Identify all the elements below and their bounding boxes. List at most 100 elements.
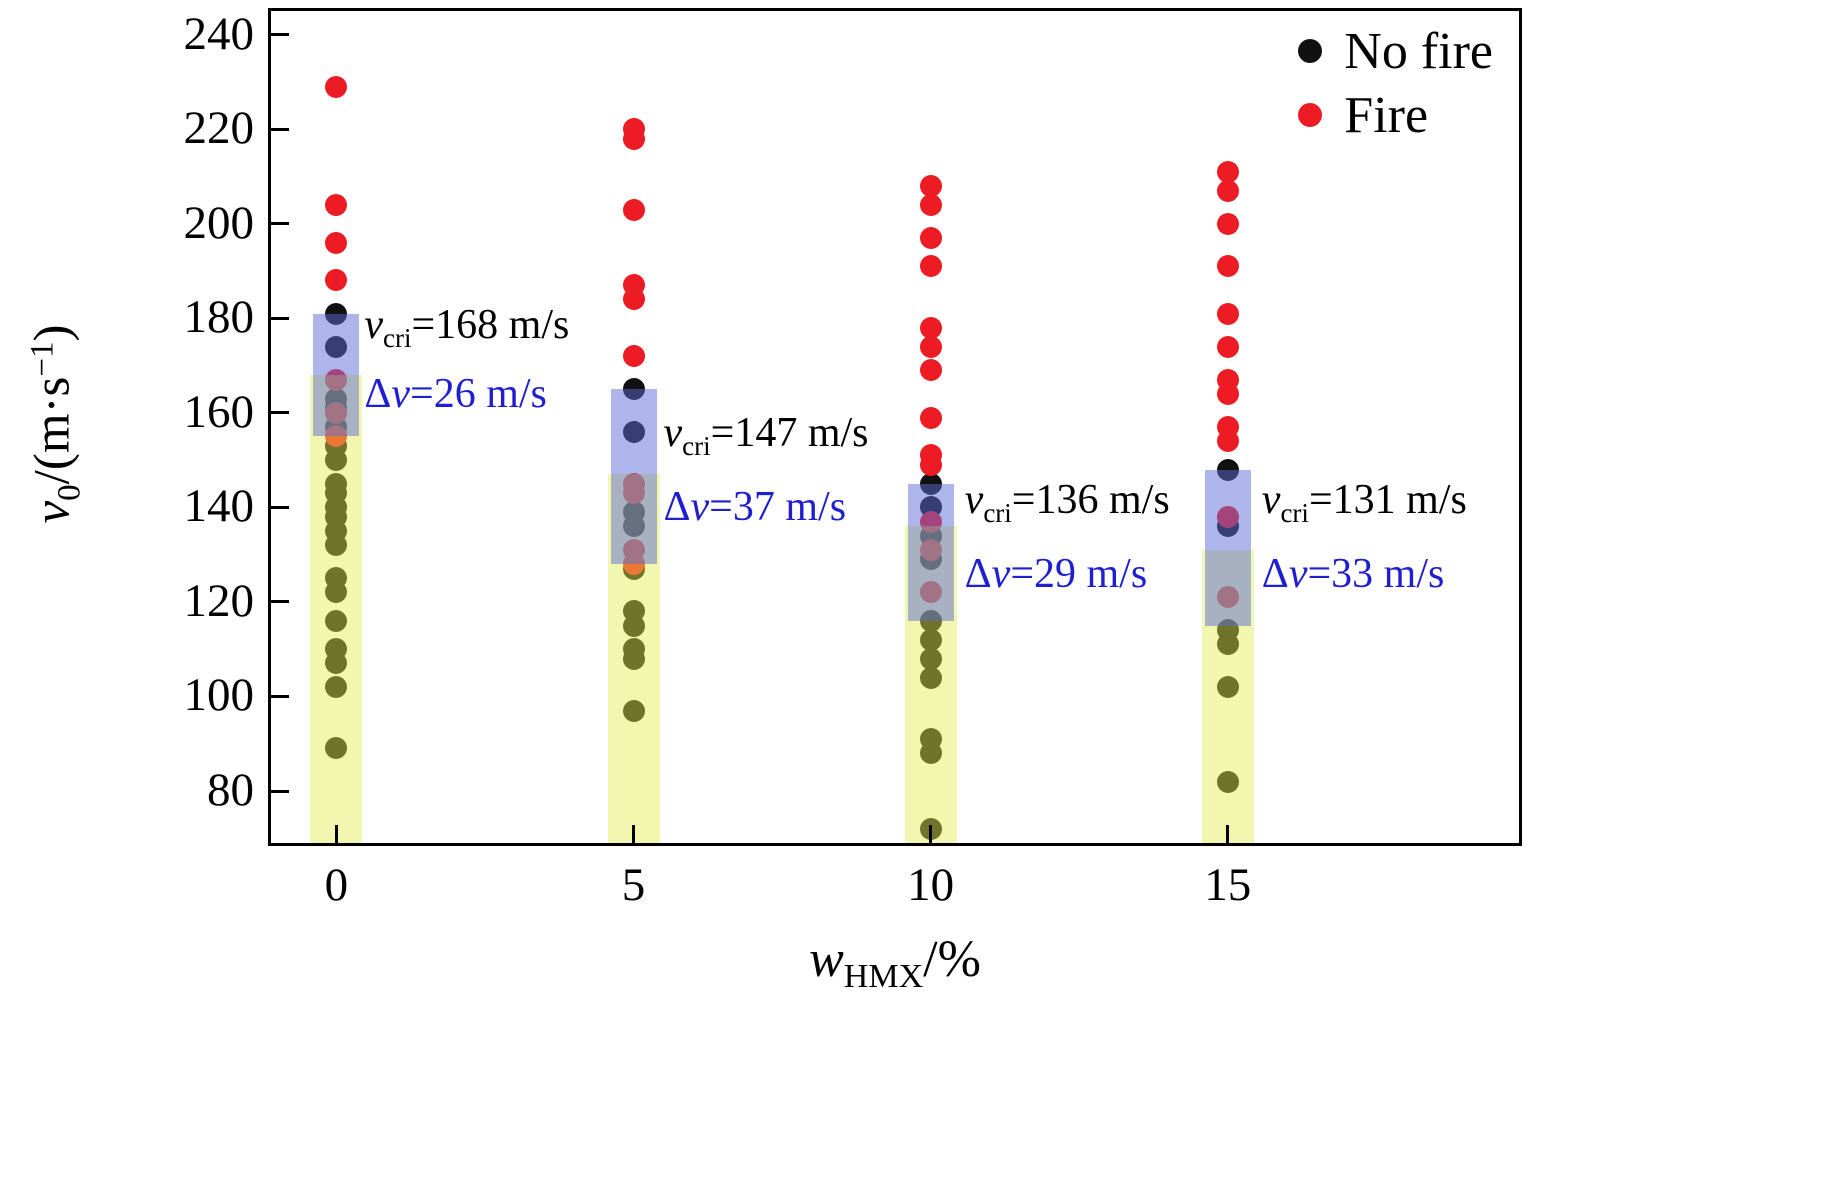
y-tick-label: 80 — [207, 763, 254, 816]
data-point-fire — [622, 345, 645, 368]
legend: No fire Fire — [1298, 19, 1493, 147]
data-point-fire — [325, 75, 348, 98]
data-point-fire — [325, 231, 348, 254]
y-tick-mark — [271, 222, 289, 226]
data-point-fire — [325, 269, 348, 292]
data-point-no-fire — [325, 449, 348, 472]
data-point-fire — [1216, 302, 1239, 325]
y-tick-mark — [271, 694, 289, 698]
vcri-annotation: vcri=147 m/s — [663, 410, 869, 462]
overlap-zone-band — [1204, 469, 1251, 626]
delta-v-annotation: Δv=26 m/s — [364, 370, 547, 417]
x-tick-mark — [632, 825, 635, 843]
y-tick-label: 240 — [183, 7, 255, 60]
y-axis-label: v0/(m·s−1) — [24, 325, 89, 524]
x-tick-mark — [334, 825, 338, 843]
vcri-annotation: vcri=168 m/s — [364, 301, 570, 353]
overlap-zone-band — [907, 483, 954, 621]
data-point-no-fire — [622, 614, 645, 637]
y-tick-label: 140 — [183, 480, 255, 533]
data-point-fire — [1216, 160, 1239, 183]
y-axis-var-subscript: 0 — [51, 484, 88, 501]
y-tick-label: 220 — [183, 102, 255, 155]
y-tick-mark — [271, 33, 289, 37]
plot-area: No fire Fire vcri=168 m/s Δv=26 m/s vcri=1… — [268, 8, 1522, 846]
data-point-fire — [622, 127, 645, 150]
data-point-no-fire — [1216, 633, 1239, 656]
delta-v-annotation: Δv=37 m/s — [663, 484, 847, 531]
y-tick-mark — [271, 316, 289, 320]
y-tick-label: 160 — [183, 385, 255, 438]
data-point-no-fire — [325, 534, 348, 557]
data-point-fire — [1216, 212, 1239, 235]
vcri-annotation: vcri=131 m/s — [1261, 476, 1467, 528]
x-tick-label: 15 — [1204, 859, 1252, 911]
x-axis-units: /% — [923, 931, 981, 988]
data-point-no-fire — [919, 742, 942, 765]
overlap-zone-band — [313, 313, 360, 437]
x-axis-label: wHMX/% — [809, 930, 981, 996]
x-tick-mark — [929, 825, 933, 843]
data-point-no-fire — [1216, 770, 1239, 793]
y-tick-mark — [271, 411, 289, 415]
data-point-fire — [1216, 382, 1239, 405]
data-point-fire — [919, 406, 942, 429]
y-axis-units-close: ) — [24, 324, 81, 342]
y-axis-units-open: /(m·s — [24, 376, 81, 485]
data-point-no-fire — [325, 652, 348, 675]
y-tick-mark — [271, 505, 289, 509]
data-point-fire — [919, 335, 942, 358]
data-point-fire — [919, 453, 942, 476]
x-tick-label: 0 — [324, 859, 349, 911]
y-tick-mark — [271, 600, 289, 604]
data-point-fire — [919, 193, 942, 216]
data-point-no-fire — [325, 581, 348, 604]
data-point-no-fire — [1216, 676, 1239, 698]
fire-marker-icon — [1298, 103, 1323, 127]
y-tick-mark — [271, 127, 289, 131]
critical-velocity-band — [310, 375, 363, 843]
data-point-fire — [325, 193, 348, 216]
data-point-no-fire — [919, 628, 942, 651]
data-point-fire — [1216, 430, 1239, 453]
data-point-fire — [919, 255, 942, 278]
x-tick-label: 10 — [907, 859, 955, 911]
data-point-fire — [1216, 335, 1239, 358]
y-tick-mark — [271, 789, 289, 793]
delta-v-annotation: Δv=29 m/s — [964, 550, 1148, 597]
data-point-no-fire — [622, 699, 645, 722]
x-axis-var-subscript: HMX — [843, 958, 924, 995]
y-tick-label: 180 — [183, 291, 255, 344]
legend-item-fire: Fire — [1298, 83, 1493, 147]
y-tick-label: 100 — [183, 669, 255, 722]
data-point-fire — [1216, 179, 1239, 202]
data-point-fire — [919, 174, 942, 197]
legend-label-no-fire: No fire — [1344, 22, 1493, 80]
data-point-fire — [919, 316, 942, 339]
data-point-fire — [622, 288, 645, 311]
no-fire-marker-icon — [1298, 39, 1323, 63]
y-axis-units-exponent: −1 — [24, 341, 61, 377]
data-point-fire — [919, 226, 942, 249]
delta-v-annotation: Δv=33 m/s — [1261, 550, 1445, 597]
overlap-zone-band — [610, 389, 657, 565]
y-tick-label: 200 — [183, 196, 255, 249]
x-tick-mark — [1226, 825, 1230, 843]
legend-label-fire: Fire — [1344, 86, 1429, 144]
data-point-no-fire — [622, 647, 645, 670]
y-axis-var: v — [24, 500, 81, 524]
y-tick-label: 120 — [183, 574, 255, 627]
data-point-fire — [919, 359, 942, 382]
data-point-no-fire — [919, 666, 942, 689]
data-point-no-fire — [919, 647, 942, 670]
legend-item-no-fire: No fire — [1298, 19, 1493, 83]
data-point-fire — [622, 198, 645, 221]
data-point-fire — [1216, 255, 1239, 278]
data-point-no-fire — [325, 676, 348, 698]
x-tick-label: 5 — [621, 859, 646, 911]
x-axis-var: w — [809, 931, 844, 988]
data-point-no-fire — [325, 609, 348, 632]
vcri-annotation: vcri=136 m/s — [964, 476, 1170, 528]
data-point-no-fire — [325, 737, 348, 760]
